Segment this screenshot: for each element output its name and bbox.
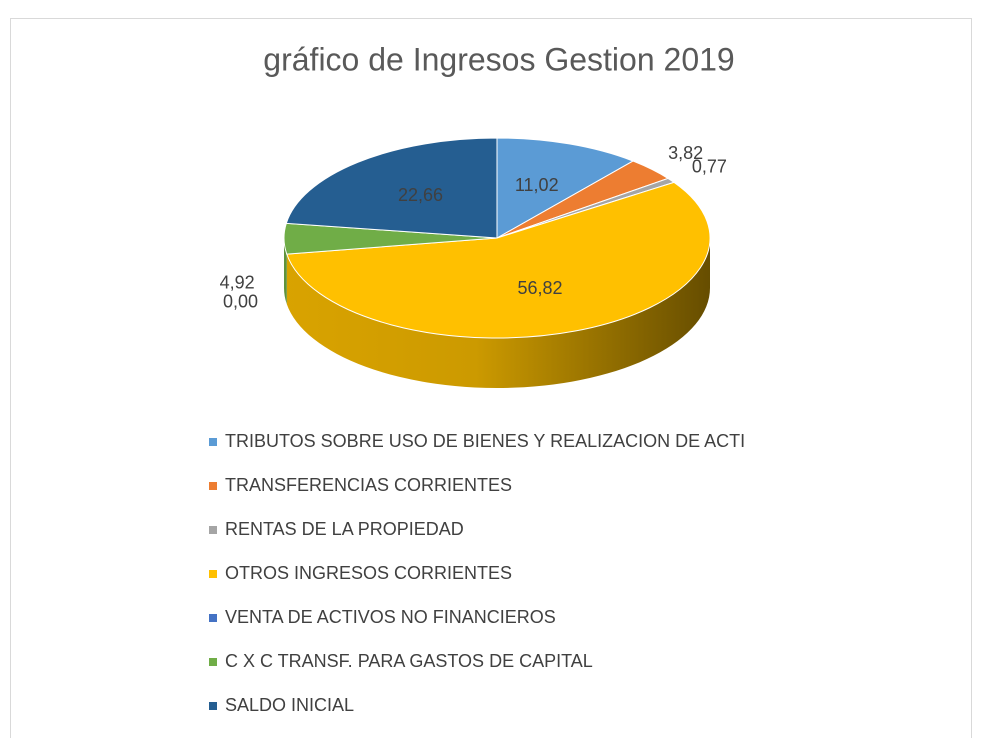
data-label: 0,00: [223, 291, 258, 311]
legend-label: SALDO INICIAL: [225, 695, 354, 715]
data-label: 0,77: [692, 156, 727, 176]
chart-title: gráfico de Ingresos Gestion 2019: [263, 41, 734, 77]
legend-label: TRIBUTOS SOBRE USO DE BIENES Y REALIZACI…: [225, 431, 745, 451]
legend-marker: [209, 614, 217, 622]
legend-marker: [209, 438, 217, 446]
data-label: 22,66: [398, 185, 443, 205]
legend-marker: [209, 702, 217, 710]
data-label: 56,82: [517, 278, 562, 298]
legend-label: RENTAS DE LA PROPIEDAD: [225, 519, 464, 539]
data-label: 3,82: [668, 143, 703, 163]
pie-side: [286, 238, 710, 389]
pie-slice: [286, 181, 711, 339]
legend-label: OTROS INGRESOS CORRIENTES: [225, 563, 512, 583]
data-label: 11,02: [515, 175, 559, 195]
pie-slice: [285, 137, 498, 239]
data-label: 4,92: [220, 273, 255, 293]
legend-label: VENTA DE ACTIVOS NO FINANCIEROS: [225, 607, 556, 627]
legend-marker: [209, 482, 217, 490]
pie-slice: [496, 137, 635, 239]
legend-marker: [209, 526, 217, 534]
legend-marker: [209, 658, 217, 666]
legend-label: C X C TRANSF. PARA GASTOS DE CAPITAL: [225, 651, 593, 671]
pie-side: [284, 238, 287, 305]
legend-marker: [209, 570, 217, 578]
legend-label: TRANSFERENCIAS CORRIENTES: [225, 475, 512, 495]
